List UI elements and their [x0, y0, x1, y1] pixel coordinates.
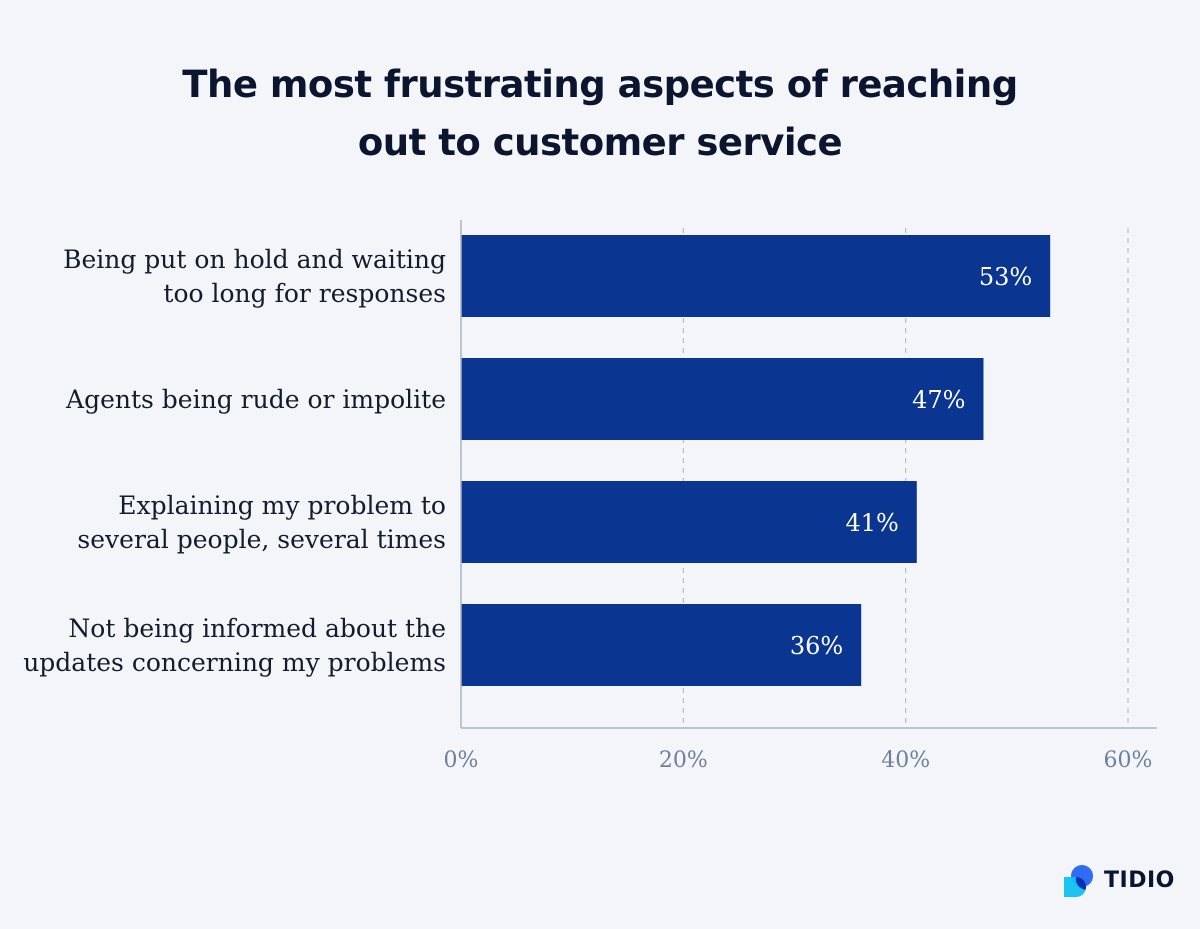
- bars: 53% 47% 41% 36%: [461, 235, 1051, 686]
- value-label-3: 36%: [790, 632, 843, 660]
- value-label-1: 47%: [912, 386, 965, 414]
- bar-2: [461, 481, 917, 563]
- brand-logo: TIDIO: [1060, 860, 1175, 900]
- category-label-1-0: Agents being rude or impolite: [65, 385, 446, 414]
- category-label-2-1: several people, several times: [77, 525, 446, 554]
- chart-title-line-2: out to customer service: [357, 121, 843, 164]
- value-label-0: 53%: [979, 263, 1032, 291]
- x-tick-label-0: 0%: [444, 748, 479, 773]
- x-tick-label-1: 20%: [659, 748, 708, 773]
- bar-0: [461, 235, 1051, 317]
- tick-labels: 0% 20% 40% 60%: [444, 748, 1153, 773]
- category-label-3-1: updates concerning my problems: [23, 648, 446, 677]
- category-label-2-0: Explaining my problem to: [118, 491, 446, 520]
- tidio-logo-icon: [1064, 865, 1093, 897]
- x-tick-label-2: 40%: [881, 748, 930, 773]
- category-label-3-0: Not being informed about the: [68, 614, 446, 643]
- x-tick-label-3: 60%: [1104, 748, 1153, 773]
- axes: [460, 220, 1157, 729]
- chart-title-line-1: The most frustrating aspects of reaching: [182, 63, 1018, 106]
- bar-3: [461, 604, 862, 686]
- category-label-0-1: too long for responses: [163, 279, 446, 308]
- value-label-2: 41%: [845, 509, 898, 537]
- chart-title: The most frustrating aspects of reaching…: [0, 56, 1200, 172]
- brand-name: TIDIO: [1104, 867, 1175, 893]
- category-labels: Being put on hold and waiting too long fo…: [23, 245, 446, 677]
- bar-1: [461, 358, 984, 440]
- category-label-0-0: Being put on hold and waiting: [63, 245, 446, 274]
